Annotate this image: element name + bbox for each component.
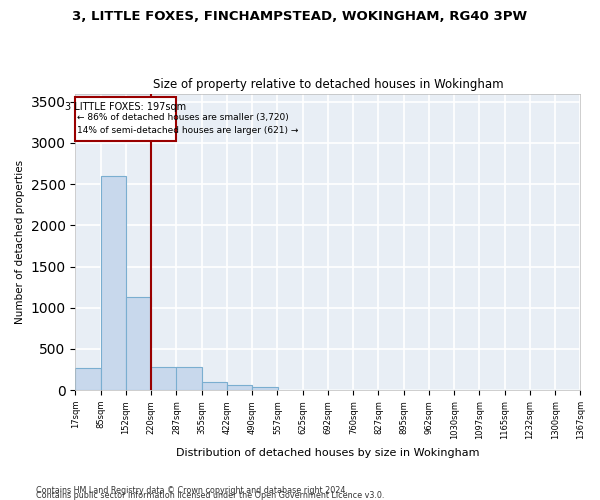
Text: Contains public sector information licensed under the Open Government Licence v3: Contains public sector information licen… <box>36 491 385 500</box>
Y-axis label: Number of detached properties: Number of detached properties <box>15 160 25 324</box>
Text: 14% of semi-detached houses are larger (621) →: 14% of semi-detached houses are larger (… <box>77 126 298 135</box>
Bar <box>101 176 126 390</box>
Bar <box>151 366 177 390</box>
Text: 3 LITTLE FOXES: 197sqm: 3 LITTLE FOXES: 197sqm <box>65 102 187 112</box>
X-axis label: Distribution of detached houses by size in Wokingham: Distribution of detached houses by size … <box>176 448 480 458</box>
Bar <box>176 366 202 390</box>
Text: 3, LITTLE FOXES, FINCHAMPSTEAD, WOKINGHAM, RG40 3PW: 3, LITTLE FOXES, FINCHAMPSTEAD, WOKINGHA… <box>73 10 527 23</box>
Bar <box>202 382 227 390</box>
Title: Size of property relative to detached houses in Wokingham: Size of property relative to detached ho… <box>152 78 503 91</box>
Text: ← 86% of detached houses are smaller (3,720): ← 86% of detached houses are smaller (3,… <box>77 114 289 122</box>
Text: Contains HM Land Registry data © Crown copyright and database right 2024.: Contains HM Land Registry data © Crown c… <box>36 486 348 495</box>
Bar <box>253 387 278 390</box>
FancyBboxPatch shape <box>76 97 176 142</box>
Bar <box>76 368 101 390</box>
Bar <box>126 297 151 390</box>
Bar <box>227 386 253 390</box>
